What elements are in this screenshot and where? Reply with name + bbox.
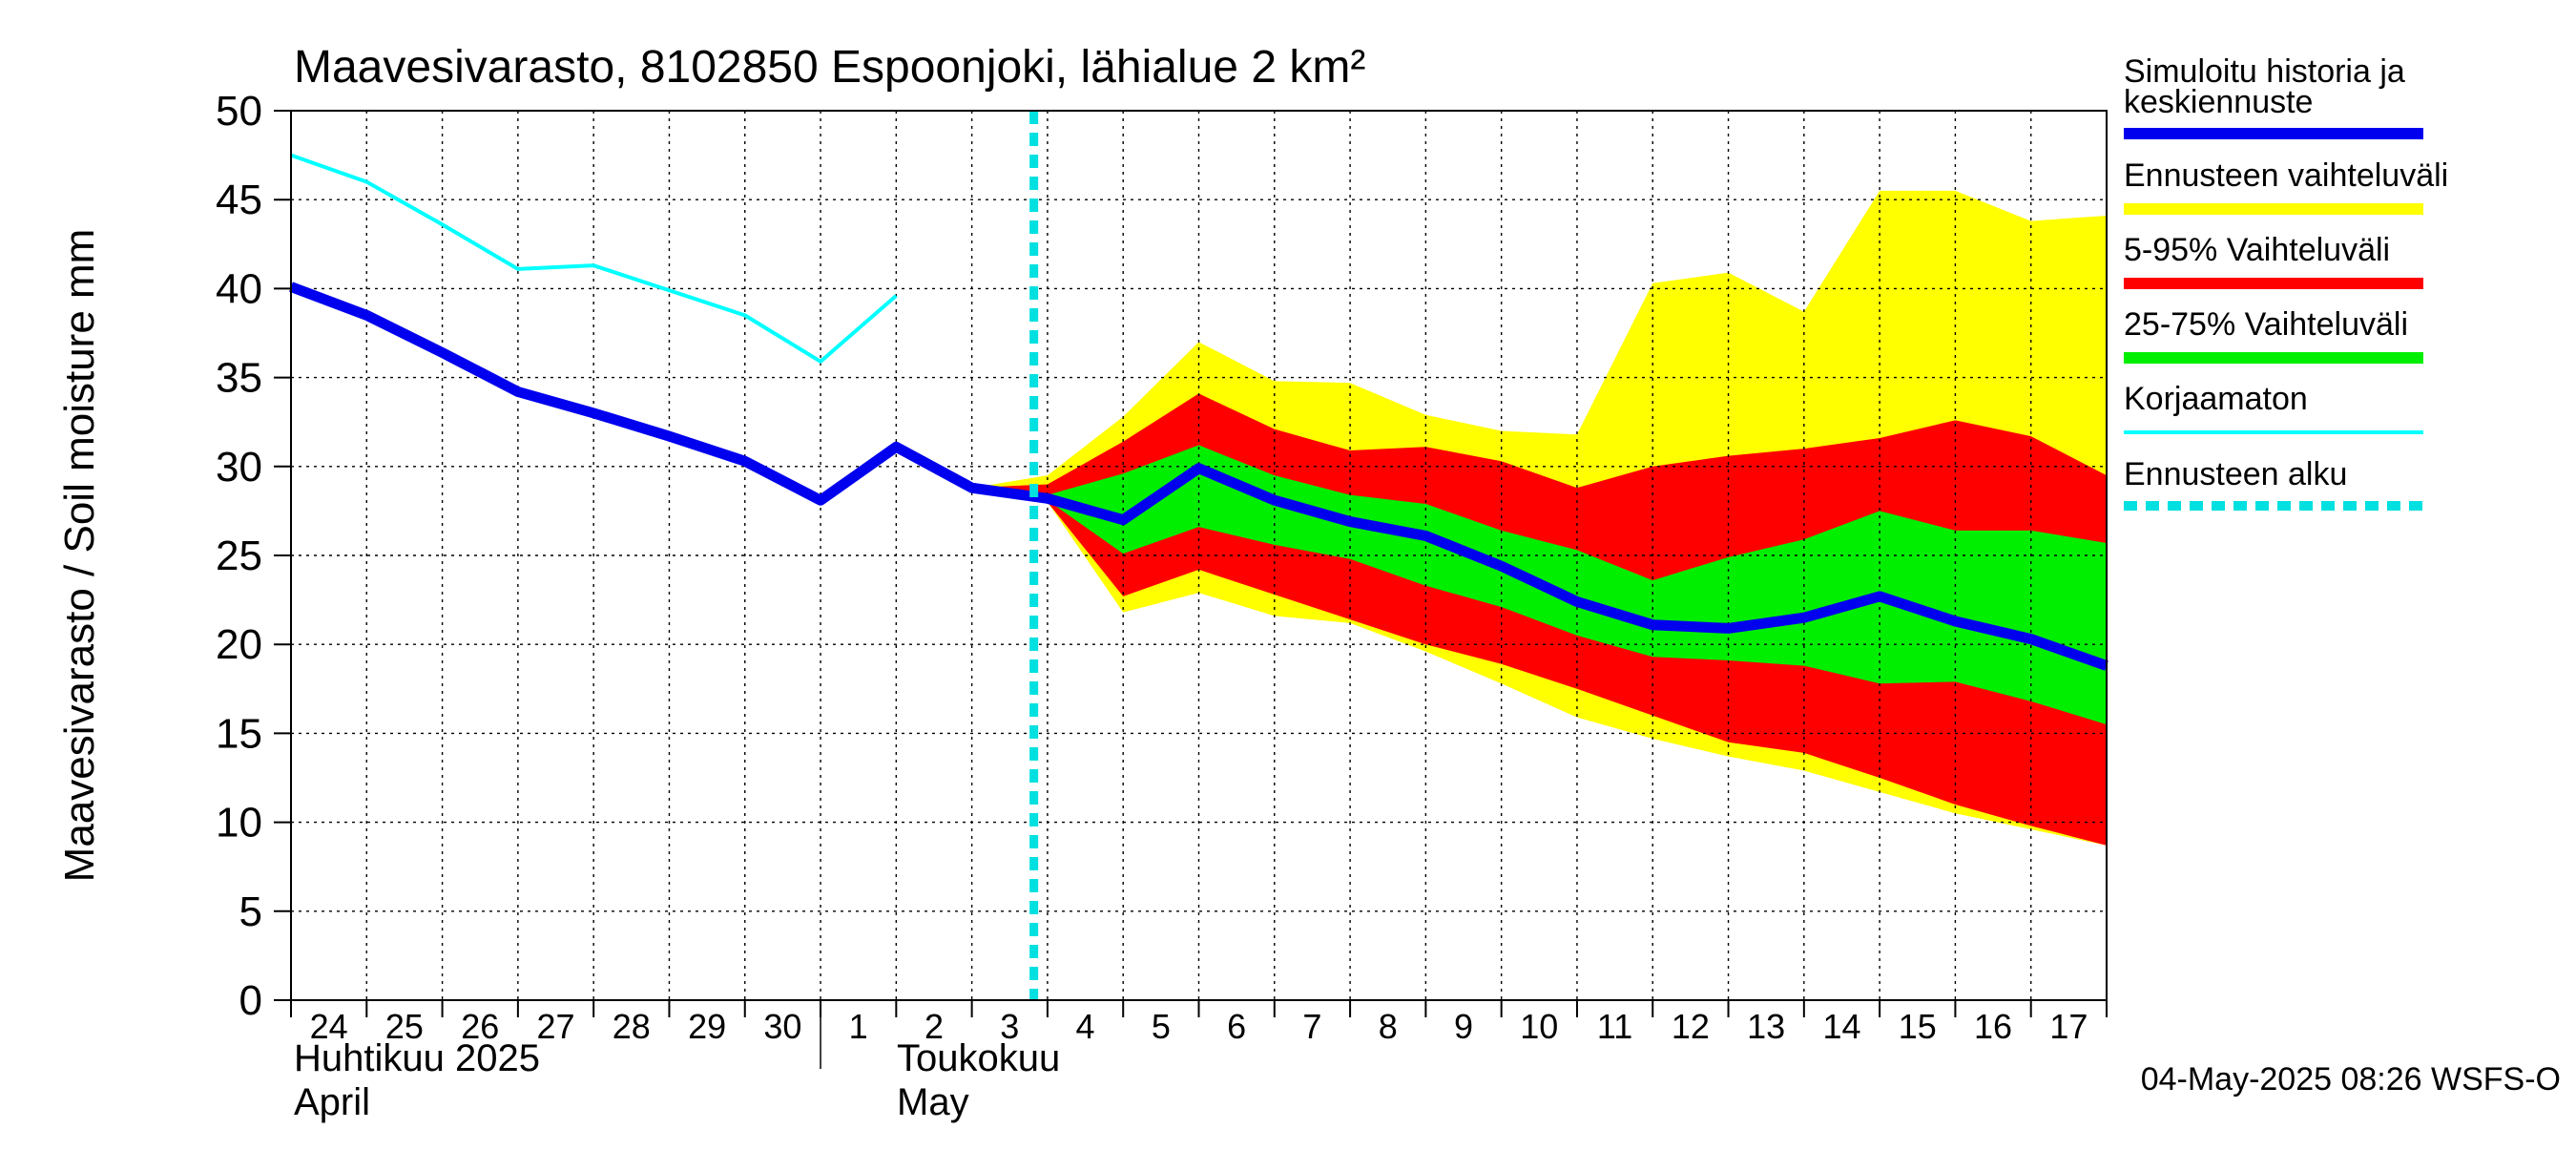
x-tick-label: 9 — [1454, 1007, 1473, 1046]
x-tick-label: 6 — [1227, 1007, 1246, 1046]
x-tick-label: 17 — [2049, 1007, 2088, 1046]
bands-layer — [971, 190, 2107, 846]
y-tick-label: 30 — [216, 444, 262, 491]
x-tick-label: 10 — [1520, 1007, 1558, 1046]
x-tick-label: 24 — [310, 1007, 348, 1046]
x-tick-label: 25 — [385, 1007, 424, 1046]
x-tick-label: 30 — [763, 1007, 801, 1046]
x-tick-label: 26 — [461, 1007, 499, 1046]
timestamp-label: 04-May-2025 08:26 WSFS-O — [2141, 1061, 2561, 1098]
month-label-may-en: May — [897, 1081, 969, 1123]
x-tick-label: 4 — [1076, 1007, 1095, 1046]
y-tick-label: 35 — [216, 355, 262, 402]
grid-layer — [291, 111, 2107, 1000]
y-tick-label: 5 — [239, 889, 262, 935]
legend-label-p25_75: 25-75% Vaihteluväli — [2124, 306, 2408, 343]
legend-label-forecast_start: Ennusteen alku — [2124, 456, 2347, 492]
series-line-uncorrected — [290, 153, 898, 364]
legend-label-median: keskiennuste — [2124, 84, 2313, 120]
chart-title: Maavesivarasto, 8102850 Espoonjoki, lähi… — [294, 42, 1365, 93]
y-tick-label: 45 — [216, 177, 262, 223]
y-tick-label: 10 — [216, 800, 262, 847]
x-tick-label: 28 — [613, 1007, 651, 1046]
month-label-april-fi: Huhtikuu 2025 — [294, 1037, 540, 1079]
x-tick-label: 8 — [1379, 1007, 1398, 1046]
x-tick-label: 3 — [1000, 1007, 1019, 1046]
x-tick-label: 29 — [688, 1007, 726, 1046]
legend-label-uncorrected: Korjaamaton — [2124, 381, 2308, 417]
y-tick-label: 25 — [216, 533, 262, 579]
series-line-median — [289, 282, 2109, 671]
y-tick-label: 0 — [239, 977, 262, 1024]
legend-label-range: Ennusteen vaihteluväli — [2124, 157, 2448, 194]
x-tick-label: 12 — [1672, 1007, 1710, 1046]
x-tick-label: 7 — [1302, 1007, 1321, 1046]
x-tick-label: 5 — [1152, 1007, 1171, 1046]
y-tick-label: 20 — [216, 621, 262, 668]
x-tick-label: 1 — [849, 1007, 868, 1046]
legend-label-median: Simuloitu historia ja — [2124, 53, 2405, 90]
y-tick-label: 40 — [216, 265, 262, 312]
x-tick-label: 16 — [1974, 1007, 2012, 1046]
month-label-may-fi: Toukokuu — [897, 1037, 1060, 1079]
month-label-april-en: April — [294, 1081, 370, 1123]
x-tick-label: 2 — [924, 1007, 944, 1046]
y-tick-label: 50 — [216, 88, 262, 135]
x-tick-label: 11 — [1597, 1007, 1632, 1046]
x-tick-label: 14 — [1822, 1007, 1860, 1046]
y-axis-label: Maavesivarasto / Soil moisture mm — [56, 229, 103, 883]
x-tick-label: 13 — [1747, 1007, 1785, 1046]
y-tick-label: 15 — [216, 710, 262, 757]
legend-label-p5_95: 5-95% Vaihteluväli — [2124, 232, 2390, 268]
lines-layer — [289, 111, 2109, 1000]
x-tick-label: 27 — [536, 1007, 574, 1046]
x-tick-label: 15 — [1899, 1007, 1937, 1046]
